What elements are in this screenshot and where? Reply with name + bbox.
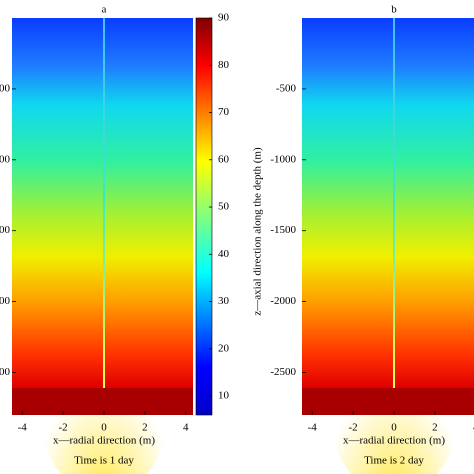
- colorbar: [195, 17, 213, 416]
- x-tick-label: -2: [349, 422, 358, 434]
- y-tick-label: -2500: [270, 366, 296, 378]
- colorbar-tick-label: 50: [218, 201, 230, 213]
- panel-title: b: [391, 4, 397, 16]
- x-tick-label: 4: [183, 422, 189, 434]
- time-note: Time is 2 day: [364, 455, 424, 467]
- y-tick-label: -2000: [270, 295, 296, 307]
- x-tick-label: 2: [432, 422, 438, 434]
- y-tick-label: 00: [0, 82, 11, 94]
- x-tick-label: 0: [101, 422, 107, 434]
- x-tick-label: -2: [59, 422, 68, 434]
- colorbar-tick-label: 80: [218, 59, 230, 71]
- time-note: Time is 1 day: [74, 455, 134, 467]
- x-tick-label: -4: [18, 422, 28, 434]
- colorbar-tick-label: 90: [218, 12, 230, 24]
- x-tick-label: -4: [308, 422, 318, 434]
- y-tick-label: 000: [0, 295, 11, 307]
- bottom-layer: [12, 388, 193, 415]
- y-tick-label: -500: [276, 82, 297, 94]
- y-tick-label: -1500: [270, 224, 296, 236]
- x-tick-label: 2: [142, 422, 148, 434]
- x-axis-label: x—radial direction (m): [343, 435, 445, 447]
- well: [103, 18, 105, 388]
- colorbar-label: z—axial direction along the depth (m): [252, 147, 264, 316]
- y-tick-label: -1000: [270, 153, 296, 165]
- y-tick-label: 000: [0, 224, 11, 236]
- x-tick-label: 0: [391, 422, 397, 434]
- panel-title: a: [102, 4, 107, 16]
- colorbar-tick-label: 40: [218, 248, 230, 260]
- bottom-layer: [302, 388, 474, 415]
- x-axis-label: x—radial direction (m): [53, 435, 155, 447]
- colorbar-tick-label: 70: [218, 106, 230, 118]
- colorbar-tick-label: 30: [218, 295, 230, 307]
- colorbar-tick-label: 60: [218, 153, 230, 165]
- well: [393, 18, 395, 388]
- colorbar-tick-label: 20: [218, 342, 230, 354]
- y-tick-label: 500: [0, 366, 11, 378]
- y-tick-label: 000: [0, 153, 11, 165]
- colorbar-tick-label: 10: [218, 390, 230, 402]
